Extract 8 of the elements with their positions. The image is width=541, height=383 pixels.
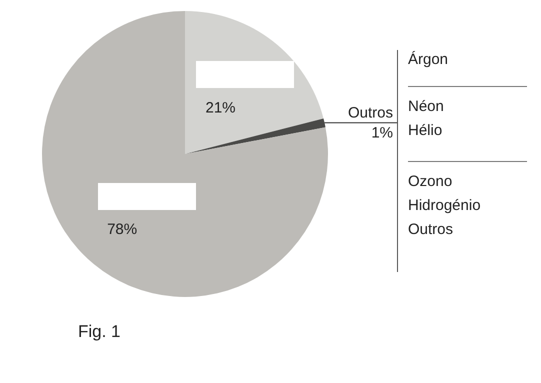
data-label: 21%	[205, 99, 236, 116]
slice-label: Outros	[348, 104, 393, 122]
text: Ozono Hidrogénio Outros	[408, 172, 482, 240]
text: Árgon	[408, 50, 450, 70]
data-label: 1%	[371, 124, 393, 142]
data-label: 78%	[107, 221, 138, 238]
caption: Fig. 1	[78, 322, 121, 342]
text: Néon Hélio	[408, 97, 445, 141]
